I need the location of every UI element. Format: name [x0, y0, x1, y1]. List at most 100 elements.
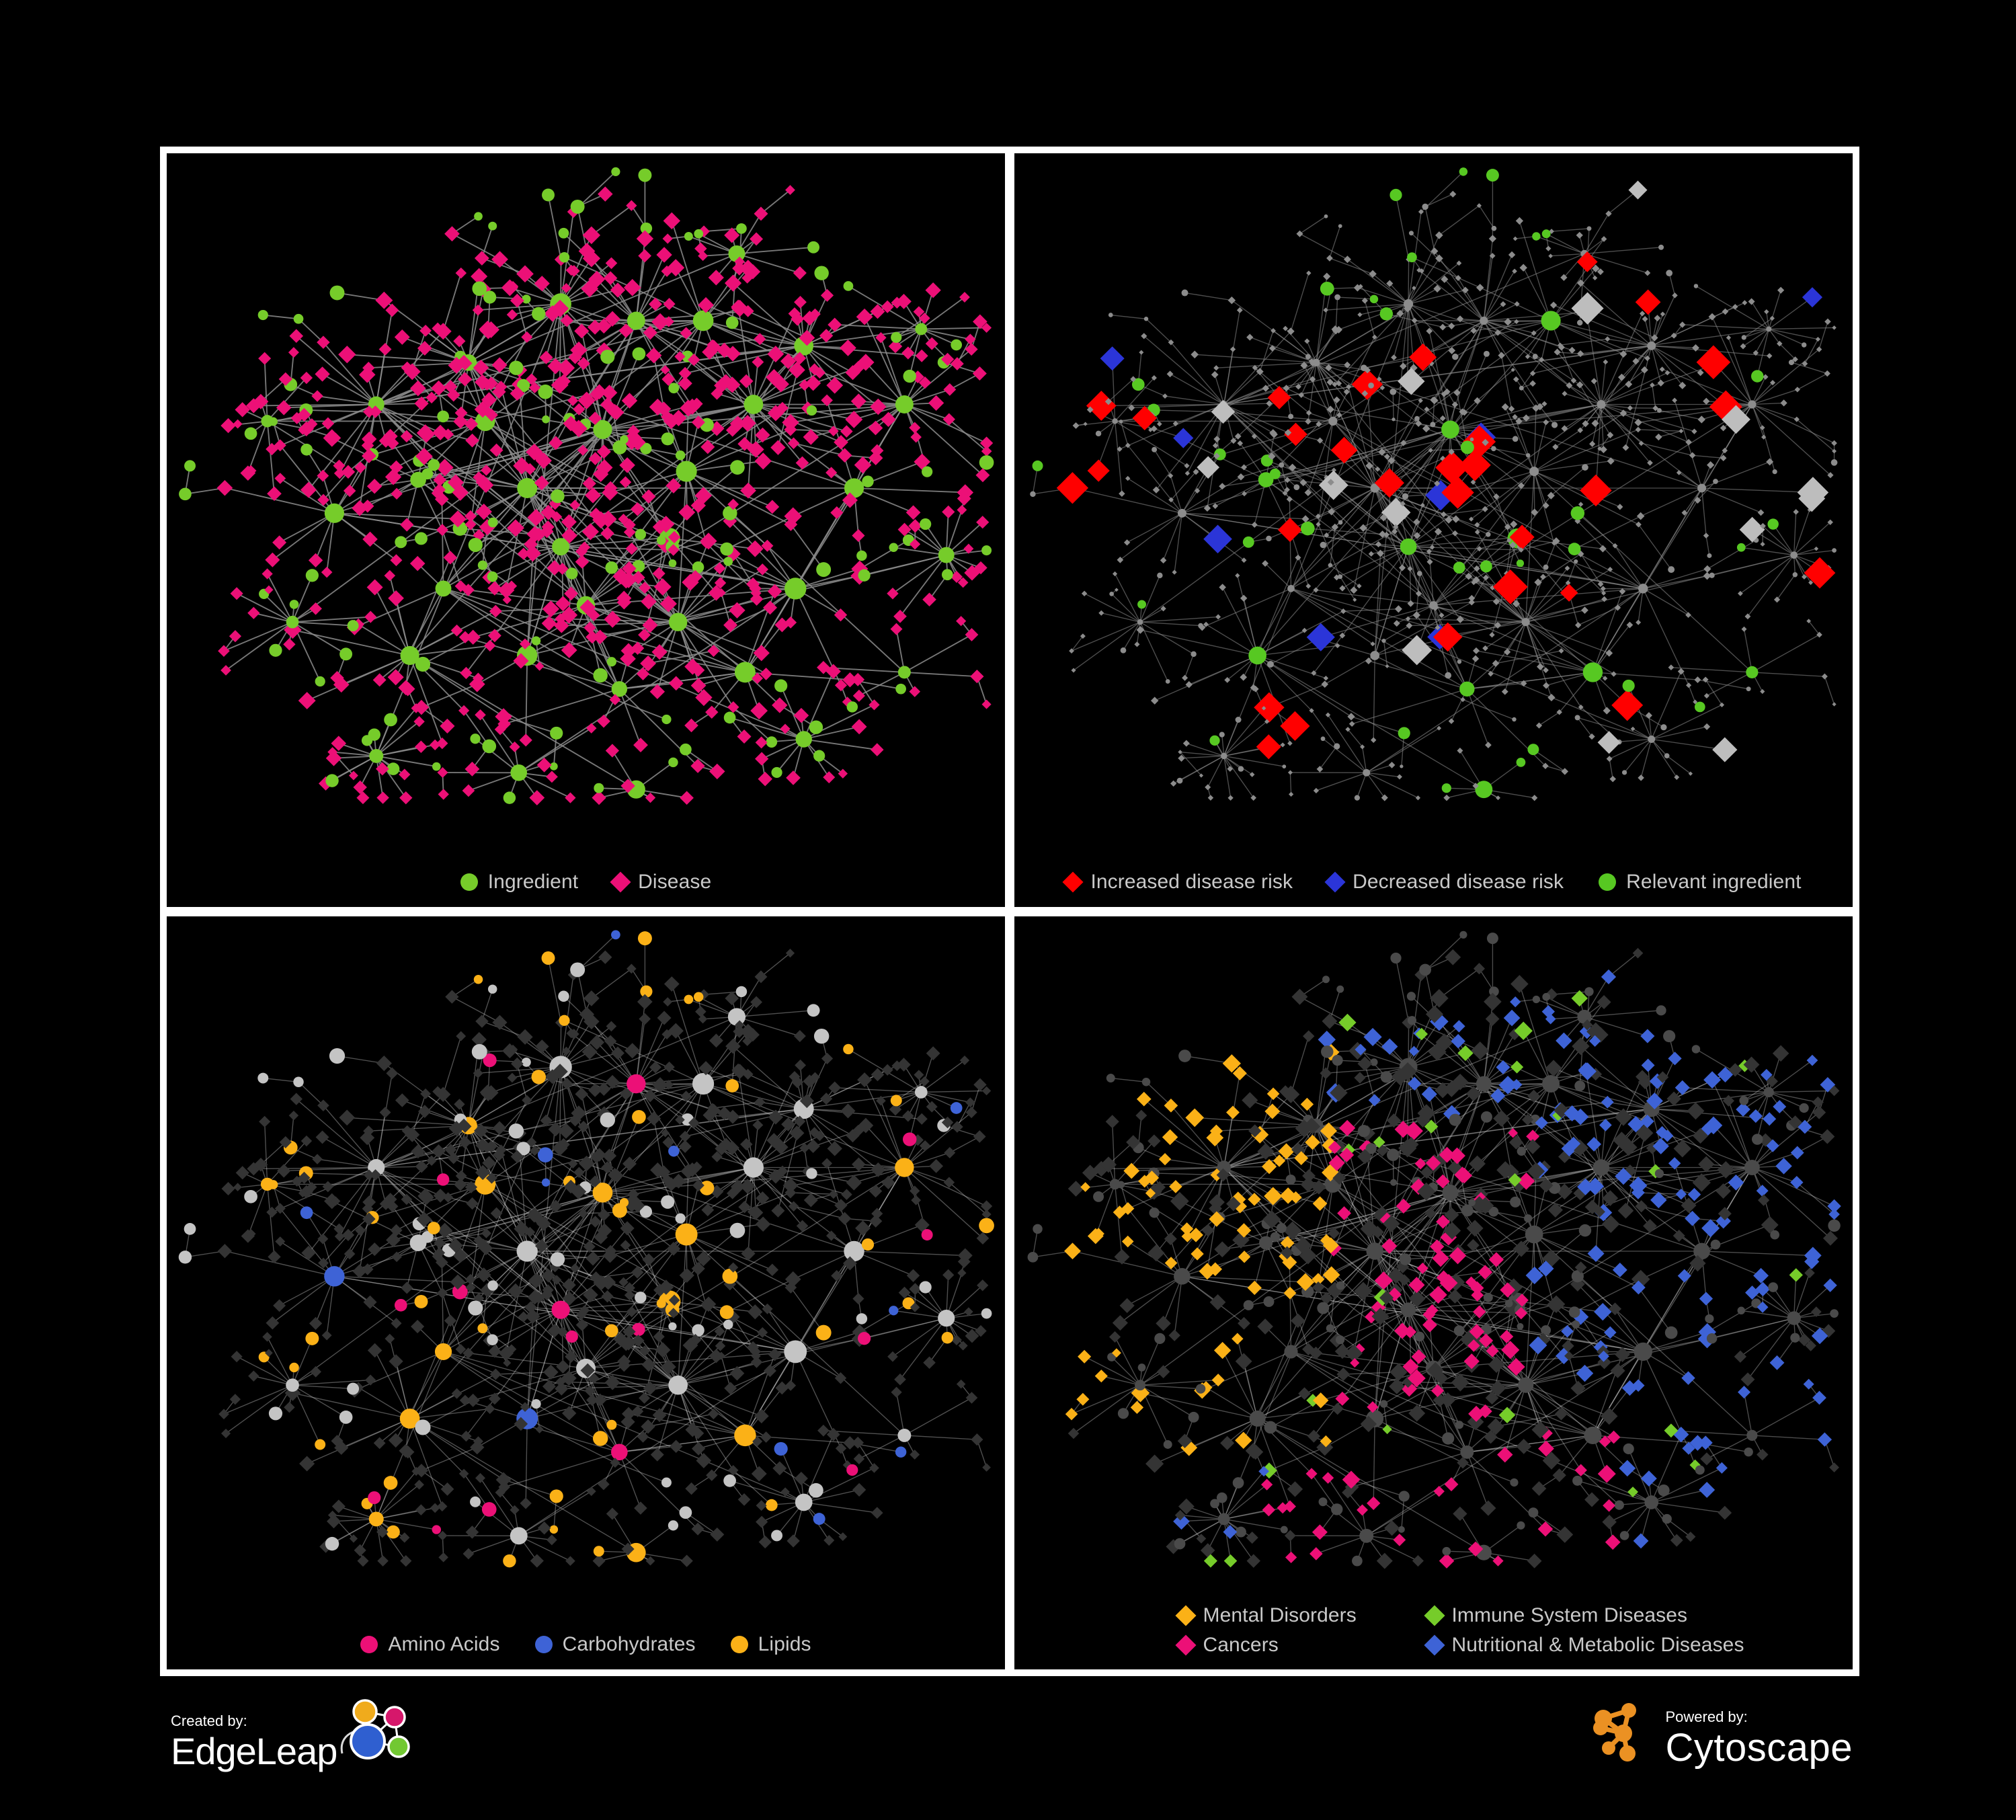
network-node-disease[interactable] — [1173, 428, 1194, 448]
network-node-disease[interactable] — [434, 492, 449, 506]
network-node-disease[interactable] — [528, 382, 540, 394]
network-node-ingredient[interactable] — [1258, 472, 1274, 487]
network-node-ingredient[interactable] — [1381, 638, 1386, 643]
network-node-disease[interactable] — [1456, 1167, 1473, 1183]
network-node-disease[interactable] — [691, 1441, 706, 1456]
network-node-disease[interactable] — [605, 744, 620, 758]
network-node-disease[interactable] — [825, 467, 838, 479]
network-node-disease[interactable] — [1549, 301, 1558, 309]
network-node-disease[interactable] — [1602, 1189, 1619, 1206]
network-node-disease[interactable] — [1531, 795, 1538, 801]
network-node-ingredient[interactable] — [1248, 646, 1266, 665]
network-node-disease[interactable] — [341, 1228, 355, 1241]
network-node-ingredient[interactable] — [1149, 1207, 1160, 1218]
network-node-disease[interactable] — [536, 1216, 551, 1231]
network-node-disease[interactable] — [315, 366, 330, 382]
network-node-disease[interactable] — [620, 779, 635, 793]
network-node-ingredient[interactable] — [815, 1324, 832, 1341]
network-node-disease[interactable] — [1251, 433, 1257, 439]
network-node-disease[interactable] — [959, 1055, 970, 1065]
network-node-disease[interactable] — [957, 491, 971, 506]
network-node-disease[interactable] — [1543, 682, 1550, 689]
network-node-disease[interactable] — [1262, 1210, 1281, 1228]
network-node-disease[interactable] — [1379, 530, 1386, 538]
network-node-disease[interactable] — [586, 1251, 600, 1265]
network-node-disease[interactable] — [1760, 688, 1765, 695]
network-node-ingredient[interactable] — [487, 517, 498, 528]
network-node-ingredient[interactable] — [509, 360, 524, 375]
network-node-disease[interactable] — [1119, 490, 1125, 498]
network-node-ingredient[interactable] — [640, 222, 653, 235]
network-node-disease[interactable] — [909, 539, 921, 550]
network-node-ingredient[interactable] — [289, 600, 299, 609]
network-node-ingredient[interactable] — [1217, 1513, 1230, 1525]
network-node-ingredient[interactable] — [432, 1524, 442, 1534]
network-node-disease[interactable] — [794, 295, 807, 309]
network-node-disease[interactable] — [1588, 733, 1595, 740]
network-node-ingredient[interactable] — [1264, 1421, 1277, 1433]
network-node-disease[interactable] — [356, 791, 370, 805]
network-node-disease[interactable] — [330, 432, 341, 444]
network-node-disease[interactable] — [1262, 560, 1269, 567]
network-node-disease[interactable] — [1459, 449, 1491, 481]
network-node-disease[interactable] — [1508, 405, 1515, 412]
network-node-disease[interactable] — [1453, 1019, 1465, 1033]
network-node-disease[interactable] — [457, 372, 473, 387]
network-node-disease[interactable] — [1756, 1184, 1769, 1197]
network-node-disease[interactable] — [641, 489, 656, 504]
network-node-disease[interactable] — [1162, 1129, 1178, 1145]
network-node-disease[interactable] — [1300, 361, 1308, 369]
network-node-disease[interactable] — [768, 1347, 782, 1361]
network-node-disease[interactable] — [1482, 645, 1488, 651]
network-node-disease[interactable] — [300, 1135, 313, 1146]
network-node-disease[interactable] — [627, 963, 637, 974]
network-node-disease[interactable] — [661, 1128, 670, 1137]
network-node-disease[interactable] — [1238, 1316, 1250, 1330]
network-node-disease[interactable] — [488, 1392, 501, 1404]
network-node-disease[interactable] — [1652, 1138, 1669, 1154]
network-node-disease[interactable] — [1199, 773, 1204, 778]
network-node-ingredient[interactable] — [1480, 316, 1488, 325]
legend-item[interactable]: Carbohydrates — [534, 1633, 696, 1656]
network-node-disease[interactable] — [858, 1117, 874, 1133]
network-node-ingredient[interactable] — [542, 415, 550, 424]
network-node-disease[interactable] — [1820, 1128, 1835, 1144]
network-node-disease[interactable] — [491, 251, 508, 268]
network-node-ingredient[interactable] — [1668, 566, 1675, 573]
network-node-ingredient[interactable] — [743, 395, 764, 414]
network-node-ingredient[interactable] — [640, 442, 652, 454]
network-node-disease[interactable] — [1246, 1553, 1260, 1568]
network-node-disease[interactable] — [852, 1482, 866, 1497]
network-node-disease[interactable] — [636, 667, 650, 680]
network-node-disease[interactable] — [1172, 569, 1177, 575]
network-node-ingredient[interactable] — [766, 736, 778, 748]
network-node-disease[interactable] — [489, 1368, 501, 1380]
network-node-disease[interactable] — [510, 293, 524, 308]
network-node-ingredient[interactable] — [1766, 326, 1772, 332]
network-node-ingredient[interactable] — [1400, 538, 1417, 555]
network-node-disease[interactable] — [465, 433, 479, 448]
network-node-ingredient[interactable] — [951, 339, 963, 351]
network-node-disease[interactable] — [1298, 1386, 1311, 1400]
network-node-disease[interactable] — [1219, 483, 1226, 490]
network-node-disease[interactable] — [394, 329, 410, 345]
network-node-ingredient[interactable] — [858, 1331, 871, 1345]
network-node-disease[interactable] — [334, 1230, 345, 1241]
network-node-disease[interactable] — [1488, 670, 1494, 677]
network-node-disease[interactable] — [1452, 530, 1459, 537]
network-node-ingredient[interactable] — [675, 1223, 698, 1246]
network-node-disease[interactable] — [1240, 673, 1248, 681]
network-node-disease[interactable] — [1170, 780, 1177, 787]
legend-item[interactable]: Ingredient — [460, 871, 578, 894]
network-node-ingredient[interactable] — [722, 1268, 738, 1284]
network-node-disease[interactable] — [521, 331, 533, 343]
network-node-disease[interactable] — [611, 1045, 624, 1060]
network-node-disease[interactable] — [1739, 516, 1765, 543]
network-node-disease[interactable] — [1178, 1498, 1195, 1514]
network-node-disease[interactable] — [1514, 301, 1520, 307]
network-node-ingredient[interactable] — [668, 383, 680, 394]
network-node-disease[interactable] — [1100, 1156, 1117, 1173]
network-node-disease[interactable] — [1268, 345, 1276, 352]
network-node-disease[interactable] — [542, 1379, 556, 1393]
network-node-disease[interactable] — [881, 1064, 893, 1076]
